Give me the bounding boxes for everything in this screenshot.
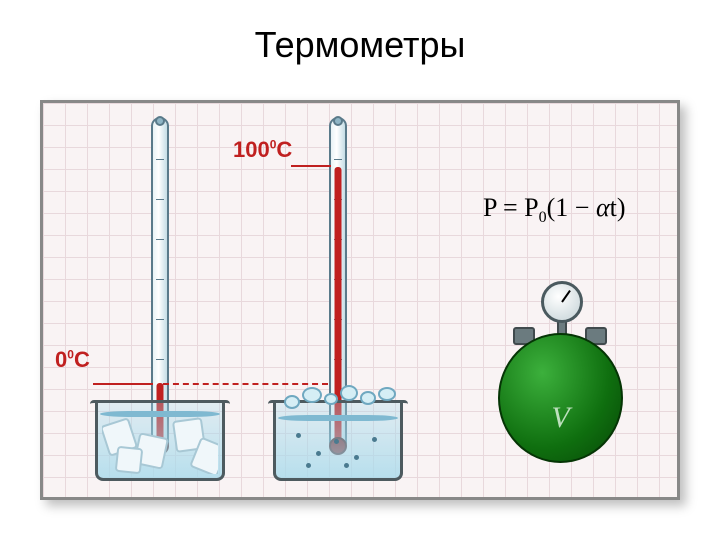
- label-0c: 00C: [55, 347, 90, 373]
- volume-label: V: [500, 401, 621, 435]
- gas-vessel: V: [498, 333, 623, 463]
- beaker-boiling-water: [273, 403, 403, 481]
- hundred-line: [291, 165, 331, 167]
- thermometer-cap: [155, 116, 165, 126]
- beaker-ice-water: [95, 403, 225, 481]
- zero-line: [93, 383, 153, 385]
- steam-bubbles: [280, 385, 396, 417]
- thermometer-cap: [333, 116, 343, 126]
- pressure-gauge-icon: [541, 281, 583, 323]
- ice-cubes: [102, 415, 218, 474]
- thermometer-ice: [151, 117, 169, 447]
- page-title: Термометры: [0, 24, 720, 66]
- label-100c: 1000C: [233, 137, 292, 163]
- diagram-grid: 00C 1000C: [40, 100, 680, 500]
- pressure-formula: P = P0(1 − αt): [483, 193, 626, 227]
